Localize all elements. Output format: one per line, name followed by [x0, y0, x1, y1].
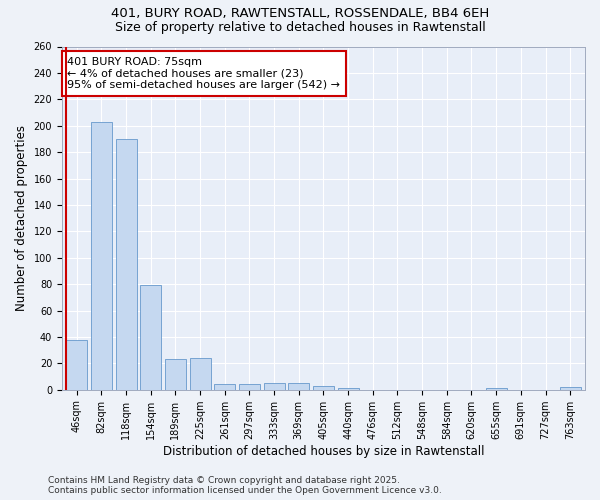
Text: 401 BURY ROAD: 75sqm
← 4% of detached houses are smaller (23)
95% of semi-detach: 401 BURY ROAD: 75sqm ← 4% of detached ho…	[67, 57, 340, 90]
Text: Contains HM Land Registry data © Crown copyright and database right 2025.
Contai: Contains HM Land Registry data © Crown c…	[48, 476, 442, 495]
Bar	[560, 387, 581, 390]
Bar	[338, 388, 359, 390]
X-axis label: Distribution of detached houses by size in Rawtenstall: Distribution of detached houses by size …	[163, 444, 484, 458]
Bar	[214, 384, 235, 390]
Text: Size of property relative to detached houses in Rawtenstall: Size of property relative to detached ho…	[115, 21, 485, 34]
Bar	[288, 383, 309, 390]
Bar	[91, 122, 112, 390]
Bar	[313, 386, 334, 390]
Bar	[485, 388, 506, 390]
Bar	[263, 383, 284, 390]
Bar	[66, 340, 87, 390]
Bar	[165, 360, 186, 390]
Bar	[116, 139, 137, 390]
Bar	[239, 384, 260, 390]
Y-axis label: Number of detached properties: Number of detached properties	[15, 125, 28, 311]
Text: 401, BURY ROAD, RAWTENSTALL, ROSSENDALE, BB4 6EH: 401, BURY ROAD, RAWTENSTALL, ROSSENDALE,…	[111, 8, 489, 20]
Bar	[140, 286, 161, 390]
Bar	[190, 358, 211, 390]
